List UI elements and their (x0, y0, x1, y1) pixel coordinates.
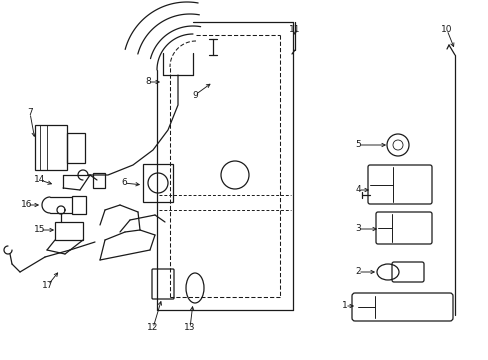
Text: 16: 16 (21, 201, 33, 210)
Text: 6: 6 (121, 179, 126, 188)
Text: 17: 17 (42, 280, 54, 289)
Text: 5: 5 (354, 140, 360, 149)
Text: 10: 10 (440, 26, 452, 35)
Text: 13: 13 (184, 324, 195, 333)
Text: 8: 8 (145, 77, 151, 86)
Text: 1: 1 (342, 301, 347, 310)
Text: 14: 14 (34, 175, 45, 184)
Text: 12: 12 (147, 324, 159, 333)
Text: 2: 2 (354, 267, 360, 276)
Text: 3: 3 (354, 225, 360, 234)
Text: 9: 9 (192, 90, 198, 99)
Text: 7: 7 (27, 108, 33, 117)
Text: 11: 11 (289, 26, 300, 35)
Text: 4: 4 (354, 185, 360, 194)
Text: 15: 15 (34, 225, 46, 234)
